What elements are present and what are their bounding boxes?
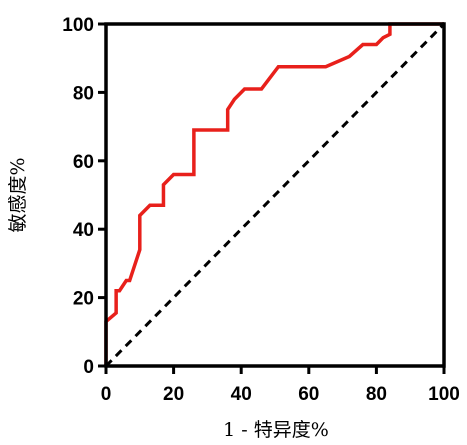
y-axis-title: 敏感度% xyxy=(7,157,29,232)
axes xyxy=(104,22,446,368)
y-tick-label: 20 xyxy=(73,289,94,310)
y-tick-label: 0 xyxy=(83,357,94,378)
x-axis-title: 1 - 特异度% xyxy=(223,419,329,441)
y-tick-label: 60 xyxy=(73,152,94,173)
x-tick-label: 40 xyxy=(231,384,252,405)
y-tick-label: 40 xyxy=(73,220,94,241)
reference-diagonal-line xyxy=(104,22,446,368)
x-tick-label: 20 xyxy=(163,384,184,405)
x-tick-label: 80 xyxy=(366,384,387,405)
x-tick-label: 0 xyxy=(101,384,112,405)
x-tick-label: 100 xyxy=(428,384,460,405)
y-tick-label: 80 xyxy=(73,83,94,104)
y-tick-label: 100 xyxy=(62,15,94,36)
x-tick-label: 60 xyxy=(298,384,319,405)
ticks: 0 20 40 60 80 100 0 20 40 60 80 100 xyxy=(62,15,460,405)
roc-curve-line xyxy=(104,22,444,366)
plot-area xyxy=(104,22,446,368)
